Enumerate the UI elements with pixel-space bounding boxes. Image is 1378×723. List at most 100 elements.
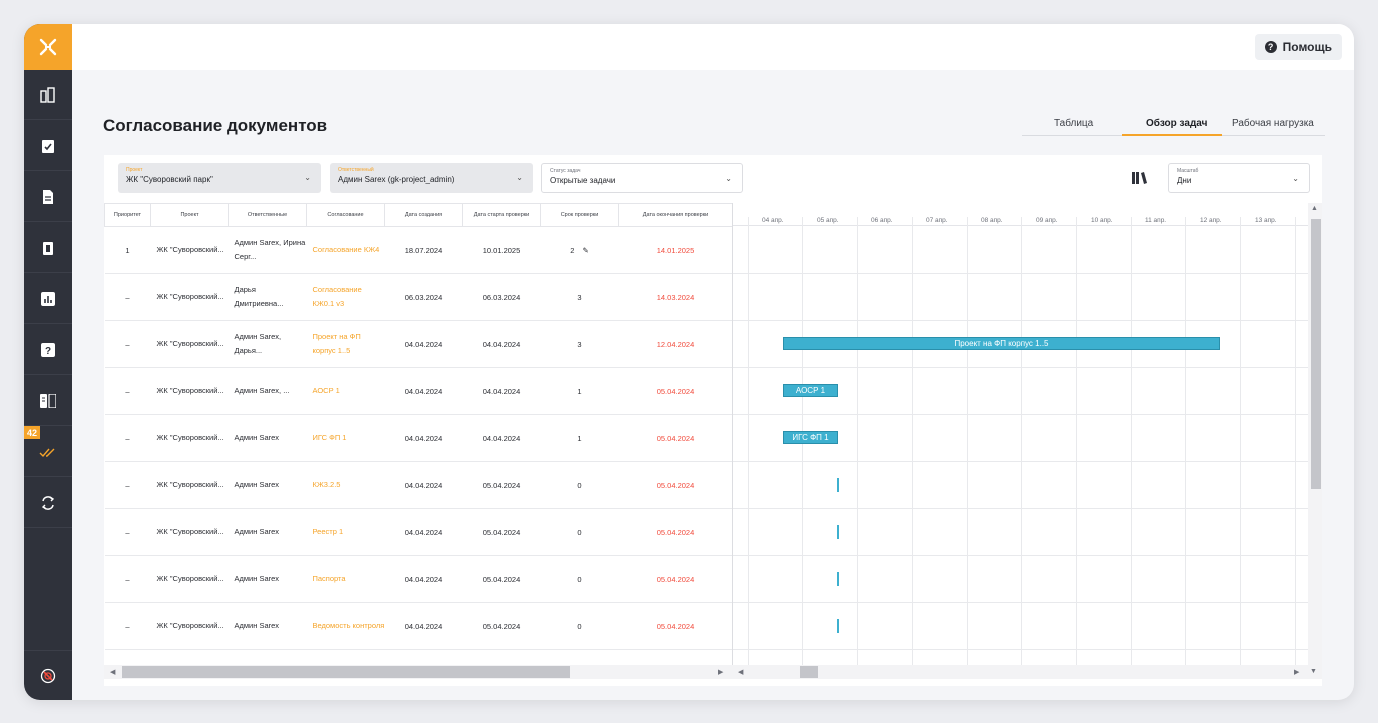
gantt-milestone[interactable]: [837, 525, 839, 539]
status-filter[interactable]: Статус задач Открытые задачи ⌄: [541, 163, 743, 193]
project-cell: ЖК "Суворовский...: [150, 414, 229, 462]
scale-filter[interactable]: Масштаб Дни ⌄: [1168, 163, 1310, 193]
gantt-row-line: [733, 508, 1308, 509]
responsible-cell: Админ Sarex, Ирина Серг...: [228, 226, 307, 274]
scroll-left-icon[interactable]: ◀: [738, 669, 744, 676]
gantt-row-line: [733, 461, 1308, 462]
approval-link[interactable]: АОСР 1: [306, 367, 385, 415]
approval-link[interactable]: Паспорта: [306, 555, 385, 603]
table-row[interactable]: – ЖК "Суворовский... Дарья Дмитриевна...…: [104, 273, 732, 321]
scroll-up-icon[interactable]: ▲: [1311, 205, 1318, 212]
column-header[interactable]: Проект: [150, 203, 229, 227]
gantt-row-line: [733, 320, 1308, 321]
clipboard-icon[interactable]: [24, 223, 72, 273]
gantt-milestone[interactable]: [837, 572, 839, 586]
table-row[interactable]: – ЖК "Суворовский... Админ Sarex Реестр …: [104, 508, 732, 556]
gantt-day: 13 апр.: [1255, 217, 1277, 224]
table-row[interactable]: – ЖК "Суворовский... Админ Sarex, Дарья.…: [104, 320, 732, 368]
table-horizontal-scroll-thumb[interactable]: [122, 666, 570, 678]
gantt-gridline: [1295, 217, 1296, 665]
gantt-milestone[interactable]: [837, 619, 839, 633]
tab-workload[interactable]: Рабочая нагрузка: [1232, 118, 1314, 129]
project-filter-label: Проект: [126, 167, 143, 173]
gantt-horizontal-scroll-thumb[interactable]: [800, 666, 818, 678]
gantt-gridline: [748, 217, 749, 665]
column-header[interactable]: Приоритет: [104, 203, 151, 227]
approval-link[interactable]: Реестр 1: [306, 508, 385, 556]
scroll-down-icon[interactable]: ▼: [1310, 668, 1317, 675]
project-cell: ЖК "Суворовский...: [150, 602, 229, 650]
responsible-filter[interactable]: Ответственный Админ Sarex (gk-project_ad…: [330, 163, 533, 193]
table-row[interactable]: 1 ЖК "Суворовский... Админ Sarex, Ирина …: [104, 226, 732, 274]
end-cell: 14.01.2025: [618, 226, 732, 274]
column-header[interactable]: Срок проверки: [540, 203, 619, 227]
scroll-left-icon[interactable]: ◀: [110, 669, 116, 676]
clipboard-check-icon[interactable]: [24, 121, 72, 171]
gantt-bar[interactable]: ИГС ФП 1: [783, 431, 838, 444]
help-icon: ?: [1264, 41, 1277, 53]
vertical-scrollbar[interactable]: ▲: [1308, 203, 1322, 665]
double-check-icon[interactable]: [24, 427, 72, 477]
tab-task-overview[interactable]: Обзор задач: [1146, 118, 1208, 129]
column-header[interactable]: Ответственные: [228, 203, 307, 227]
sidebar: ? 42: [24, 24, 72, 700]
logo-icon[interactable]: [24, 24, 72, 70]
buildings-icon[interactable]: [24, 70, 72, 120]
responsible-cell: Дарья Дмитриевна...: [228, 273, 307, 321]
project-filter[interactable]: Проект ЖК "Суворовский парк" ⌄: [118, 163, 321, 193]
column-header[interactable]: Дата создания: [384, 203, 463, 227]
logout-icon[interactable]: [24, 650, 72, 700]
created-cell: 04.04.2024: [384, 414, 463, 462]
end-cell: 05.04.2024: [618, 461, 732, 509]
sync-icon[interactable]: [24, 478, 72, 528]
approval-link[interactable]: Проект на ФП корпус 1..5: [306, 320, 385, 368]
table-row[interactable]: – ЖК "Суворовский... Админ Sarex Ведомос…: [104, 602, 732, 650]
app-window: ? 42 ? Помощь Согласование документов Та…: [24, 24, 1354, 700]
gantt-gridline: [1185, 217, 1186, 665]
term-cell: 0: [540, 555, 619, 603]
gantt-bar[interactable]: АОСР 1: [783, 384, 838, 397]
filters-bar: Проект ЖК "Суворовский парк" ⌄ Ответстве…: [104, 155, 1322, 201]
table-row[interactable]: – ЖК "Суворовский... Админ Sarex Паспорт…: [104, 555, 732, 603]
gantt-row-line: [733, 273, 1308, 274]
created-cell: 18.07.2024: [384, 226, 463, 274]
gantt-view-icon[interactable]: [1132, 171, 1148, 185]
approval-link[interactable]: ИГС ФП 1: [306, 414, 385, 462]
start-cell: 05.04.2024: [462, 555, 541, 603]
table-horizontal-scrollbar[interactable]: ◀ ▶: [104, 665, 732, 679]
column-header[interactable]: Дата старта проверки: [462, 203, 541, 227]
approval-link[interactable]: Ведомость контроля: [306, 602, 385, 650]
gantt-bar[interactable]: Проект на ФП корпус 1..5: [783, 337, 1220, 350]
term-cell: 1: [540, 367, 619, 415]
approval-link[interactable]: Согласование КЖ4: [306, 226, 385, 274]
gantt-horizontal-scrollbar[interactable]: ◀ ▶ ▼: [732, 665, 1322, 679]
scroll-right-icon[interactable]: ▶: [718, 669, 724, 676]
table-row[interactable]: – ЖК "Суворовский... Админ Sarex ИГС ФП …: [104, 414, 732, 462]
pencil-icon[interactable]: ✎: [582, 245, 589, 255]
help-button[interactable]: ? Помощь: [1254, 34, 1342, 60]
responsible-filter-value: Админ Sarex (gk-project_admin): [338, 175, 455, 184]
term-value: 2: [570, 245, 575, 255]
view-tabs: Таблица Обзор задач Рабочая нагрузка: [1022, 112, 1325, 136]
document-icon[interactable]: [24, 172, 72, 222]
project-cell: ЖК "Суворовский...: [150, 508, 229, 556]
column-header[interactable]: Согласование: [306, 203, 385, 227]
tab-table[interactable]: Таблица: [1054, 118, 1094, 129]
gantt-milestone[interactable]: [837, 478, 839, 492]
approval-link[interactable]: КЖ3.2.5: [306, 461, 385, 509]
column-header[interactable]: Дата окончания проверки: [618, 203, 732, 227]
table-row[interactable]: – ЖК "Суворовский... Админ Sarex, ... АО…: [104, 367, 732, 415]
question-icon[interactable]: ?: [24, 325, 72, 375]
start-cell: 10.01.2025: [462, 226, 541, 274]
created-cell: 04.04.2024: [384, 367, 463, 415]
approval-link[interactable]: Согласование КЖ0.1 v3: [306, 273, 385, 321]
vertical-scroll-thumb[interactable]: [1311, 219, 1321, 489]
book-icon[interactable]: [24, 376, 72, 426]
scroll-right-icon[interactable]: ▶: [1294, 669, 1300, 676]
chevron-down-icon: ⌄: [516, 173, 523, 182]
priority-cell: –: [104, 367, 151, 415]
gantt-gridline: [967, 217, 968, 665]
chart-icon[interactable]: [24, 274, 72, 324]
main-panel: Проект ЖК "Суворовский парк" ⌄ Ответстве…: [104, 155, 1322, 686]
table-row[interactable]: – ЖК "Суворовский... Админ Sarex КЖ3.2.5…: [104, 461, 732, 509]
